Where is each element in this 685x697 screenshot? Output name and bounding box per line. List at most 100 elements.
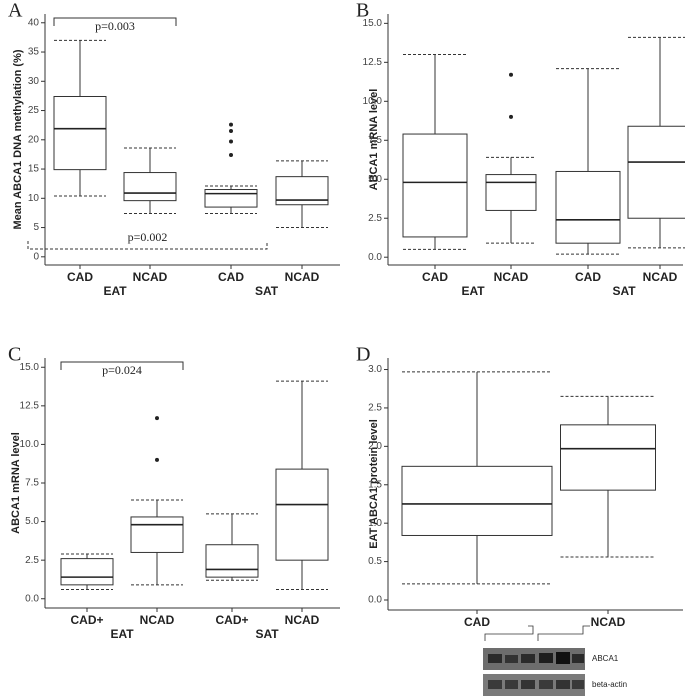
outlier [509, 114, 513, 119]
significance-label: p=0.003 [95, 19, 135, 33]
x-tick-label: NCAD [133, 270, 168, 284]
y-tick-label: 2.5 [368, 213, 382, 224]
outlier [229, 129, 233, 134]
group-label: SAT [255, 627, 279, 641]
y-tick-label: 5.0 [25, 516, 39, 527]
group-label: EAT [103, 284, 127, 298]
blot-band [572, 654, 584, 663]
x-tick-label: CAD [422, 270, 448, 284]
significance-label: p=0.002 [128, 230, 168, 244]
box [130, 516, 184, 553]
blot-band [539, 680, 553, 689]
x-tick-label: CAD [218, 270, 244, 284]
panel-label: B [356, 0, 369, 22]
outlier [229, 122, 233, 127]
western-blot [483, 625, 590, 696]
x-tick-label: CAD [464, 615, 490, 629]
y-tick-label: 5 [33, 222, 39, 233]
y-tick-label: 0.5 [368, 556, 382, 567]
box [485, 174, 537, 211]
box [402, 133, 468, 238]
significance-bracket [27, 241, 268, 250]
outlier [229, 153, 233, 158]
y-tick-label: 1.0 [368, 518, 382, 529]
y-tick-label: 2.5 [25, 555, 39, 566]
box [60, 558, 114, 586]
blot-band [556, 652, 570, 664]
blot-band [505, 655, 518, 663]
y-tick-label: 15.0 [20, 362, 40, 373]
box [555, 170, 621, 244]
x-tick-label: NCAD [494, 270, 529, 284]
blot-band [488, 654, 502, 663]
panel-label: A [8, 0, 23, 22]
y-tick-label: 0.0 [25, 593, 39, 604]
box [401, 465, 553, 536]
group-label: SAT [255, 284, 279, 298]
y-tick-label: 30 [28, 76, 40, 87]
x-tick-label: CAD+ [215, 613, 248, 627]
y-tick-label: 40 [28, 17, 40, 28]
x-tick-label: CAD+ [70, 613, 103, 627]
y-tick-label: 15 [28, 164, 40, 175]
blot-band [539, 653, 553, 663]
outlier [155, 416, 159, 421]
group-label: EAT [461, 284, 485, 298]
y-tick-label: 1.5 [368, 479, 382, 490]
y-axis-label: ABCA1 mRNA level [10, 432, 22, 534]
y-tick-label: 10 [28, 193, 40, 204]
box [205, 544, 259, 578]
x-tick-label: NCAD [285, 270, 320, 284]
box [275, 468, 329, 561]
x-tick-label: CAD [575, 270, 601, 284]
outlier [229, 139, 233, 144]
significance-bracket [60, 361, 184, 370]
outlier [509, 72, 513, 77]
blot-band [521, 654, 535, 663]
y-tick-label: 7.5 [25, 478, 39, 489]
blot-label: beta-actin [592, 680, 627, 689]
x-tick-label: NCAD [643, 270, 678, 284]
blot-band [488, 680, 502, 689]
blot-bracket [537, 625, 590, 641]
y-tick-label: 10.0 [363, 96, 383, 107]
y-axis-label: Mean ABCA1 DNA methylation (%) [12, 49, 24, 229]
y-tick-label: 20 [28, 134, 40, 145]
blot-bracket [484, 625, 534, 641]
box [627, 125, 685, 219]
y-tick-label: 10.0 [20, 439, 40, 450]
y-axis-label: ABCA1 mRNA level [368, 89, 380, 191]
panel-label: C [8, 344, 21, 366]
y-tick-label: 7.5 [368, 135, 382, 146]
y-tick-label: 2.5 [368, 403, 382, 414]
box [560, 424, 656, 491]
blot-band [521, 680, 535, 689]
y-tick-label: 15.0 [363, 18, 383, 29]
x-tick-label: NCAD [285, 613, 320, 627]
x-tick-label: NCAD [140, 613, 175, 627]
y-axis-label: EAT ABCA1 protein level [368, 419, 380, 549]
blot-band [556, 680, 570, 689]
panel-label: D [356, 344, 370, 366]
significance-label: p=0.024 [102, 363, 142, 377]
significance-bracket [53, 17, 177, 26]
x-tick-label: NCAD [591, 615, 626, 629]
y-tick-label: 35 [28, 47, 40, 58]
blot-band [505, 680, 518, 689]
y-tick-label: 25 [28, 105, 40, 116]
group-label: SAT [612, 284, 636, 298]
y-tick-label: 2.0 [368, 441, 382, 452]
y-tick-label: 5.0 [368, 174, 382, 185]
box [204, 189, 258, 208]
y-tick-label: 12.5 [363, 57, 383, 68]
y-tick-label: 0 [33, 251, 39, 262]
box [53, 95, 107, 171]
outlier [155, 457, 159, 462]
y-tick-label: 3.0 [368, 364, 382, 375]
group-label: EAT [110, 627, 134, 641]
blot-band [572, 680, 584, 689]
x-tick-label: CAD [67, 270, 93, 284]
y-tick-label: 12.5 [20, 400, 40, 411]
y-tick-label: 0.0 [368, 252, 382, 263]
